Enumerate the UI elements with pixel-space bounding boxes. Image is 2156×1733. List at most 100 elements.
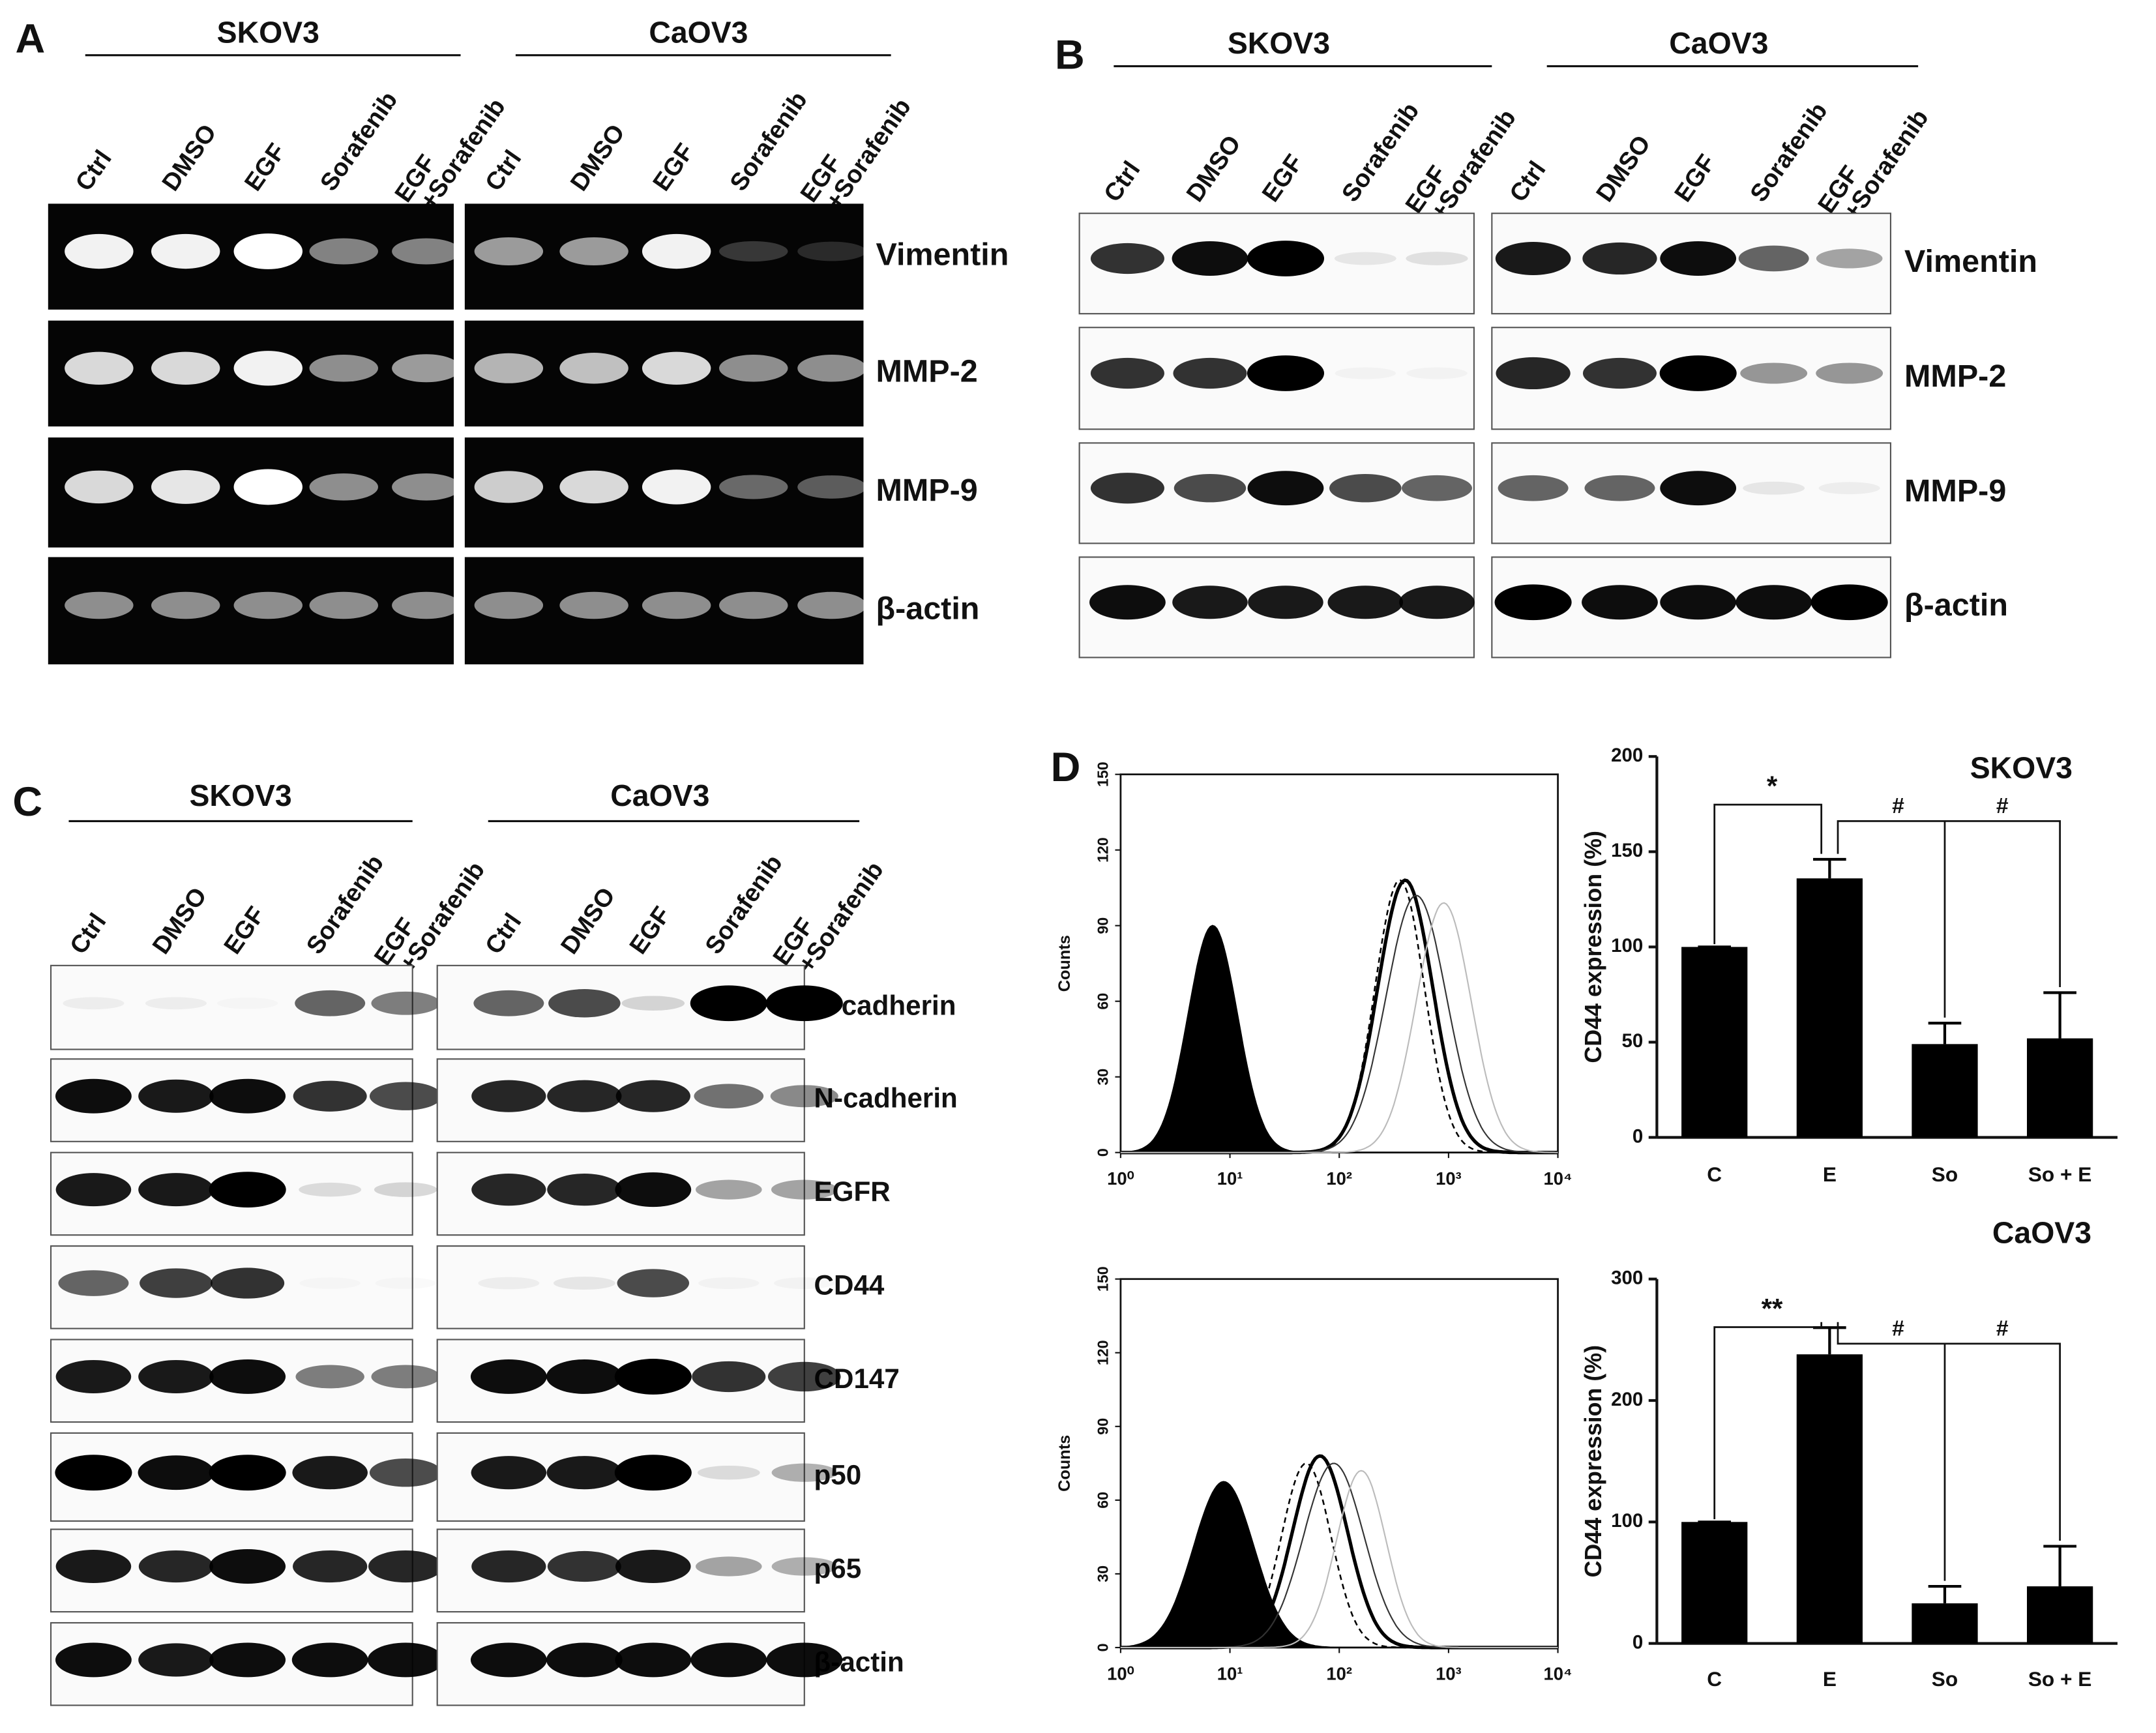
band [766,1642,843,1678]
lane-label-line: Sorafenib [725,87,813,196]
band [474,471,544,503]
x-tick-label: 10⁰ [1107,1168,1134,1189]
lane-label-line: EGF [239,139,291,196]
band [470,1642,547,1678]
lane-label: Sorafenib [700,850,788,959]
band [211,1267,285,1299]
error-bar [1813,857,1846,879]
band [209,1359,286,1394]
significance-mark: ** [1762,1293,1783,1324]
band [209,1455,286,1491]
band [698,1277,760,1289]
y-tick-label: 90 [1095,1418,1112,1435]
band [642,469,711,505]
band [1334,252,1396,265]
panel-label: C [12,779,42,825]
error-bar [1928,1022,1962,1044]
band [615,1549,691,1584]
error-bar [1813,1326,1846,1355]
bar [1681,1522,1748,1644]
band [55,1549,132,1584]
x-tick-label: 10⁰ [1107,1663,1134,1683]
lane-label-line: Ctrl [1099,156,1146,207]
lane-label: EGF [219,902,271,959]
band [209,1642,286,1678]
band [293,1080,367,1112]
group-label: SKOV3 [217,15,319,49]
lane-label: Ctrl [480,145,527,196]
lane-label-line: +Sorafenib [394,857,491,978]
y-tick-label: 0 [1632,1125,1643,1147]
bar [2027,1586,2093,1644]
lane-label-line: DMSO [147,883,213,959]
lane-label: DMSO [1591,130,1657,207]
band [695,1556,762,1577]
band [138,1079,214,1113]
y-tick-label: 0 [1632,1631,1643,1653]
y-tick-label: 60 [1095,993,1112,1010]
lane-label-line: EGF [1257,150,1308,207]
band [55,1359,132,1393]
lane-label-line: Sorafenib [700,850,788,959]
lane-label-line: DMSO [1181,130,1247,207]
bar [2027,1038,2093,1138]
band [1660,585,1737,620]
group-label: SKOV3 [189,778,291,812]
band [765,985,843,1022]
band [55,1078,132,1114]
lane-label: DMSO [157,119,222,196]
band [471,1174,546,1206]
band [138,1455,214,1490]
bar [1796,878,1863,1138]
band [614,1455,692,1491]
band [209,1549,286,1584]
band [1660,241,1737,276]
band [1090,473,1164,504]
lane-label: Ctrl [480,909,527,960]
band [368,1550,443,1583]
lane-label: DMSO [555,883,621,959]
band [615,1642,692,1678]
band [309,591,378,619]
lane-label-line: DMSO [157,119,222,196]
lane-label-line: DMSO [555,883,621,959]
band [1818,482,1880,495]
band [217,998,278,1009]
band [1738,245,1809,272]
band [697,1465,760,1480]
band [719,241,788,262]
x-tick-label: So + E [2028,1667,2092,1691]
band [474,237,544,266]
lane-label-line: Sorafenib [1745,98,1833,207]
row-label: β-actin [1904,587,2008,623]
band [1584,475,1655,501]
band [300,1277,361,1289]
band [1172,585,1248,619]
row-label: MMP-9 [876,473,977,508]
y-tick-label: 200 [1611,1389,1643,1410]
band [65,233,134,269]
error-bar [1928,1584,1962,1604]
x-tick-label: E [1823,1667,1837,1691]
band [614,1359,692,1395]
histogram-curve [1120,925,1558,1153]
row-label: EGFR [814,1176,891,1207]
panel-label: D [1051,745,1081,790]
row-label: CD44 [814,1270,885,1301]
band [797,241,866,261]
band [309,355,378,382]
lane-label: EGF [625,902,676,959]
band [770,1085,838,1108]
band [1174,473,1247,503]
row-label: p65 [814,1553,862,1584]
lane-label: EGF [648,139,700,196]
band [1582,585,1658,620]
y-tick-label: 30 [1095,1069,1112,1086]
lane-label-line: Ctrl [480,909,527,960]
band [1582,357,1657,389]
band [547,1080,622,1112]
lane-label: EGF+Sorafenib [390,80,511,222]
lane-label-line: Ctrl [480,145,527,196]
band [478,1277,540,1290]
band [1172,241,1248,276]
